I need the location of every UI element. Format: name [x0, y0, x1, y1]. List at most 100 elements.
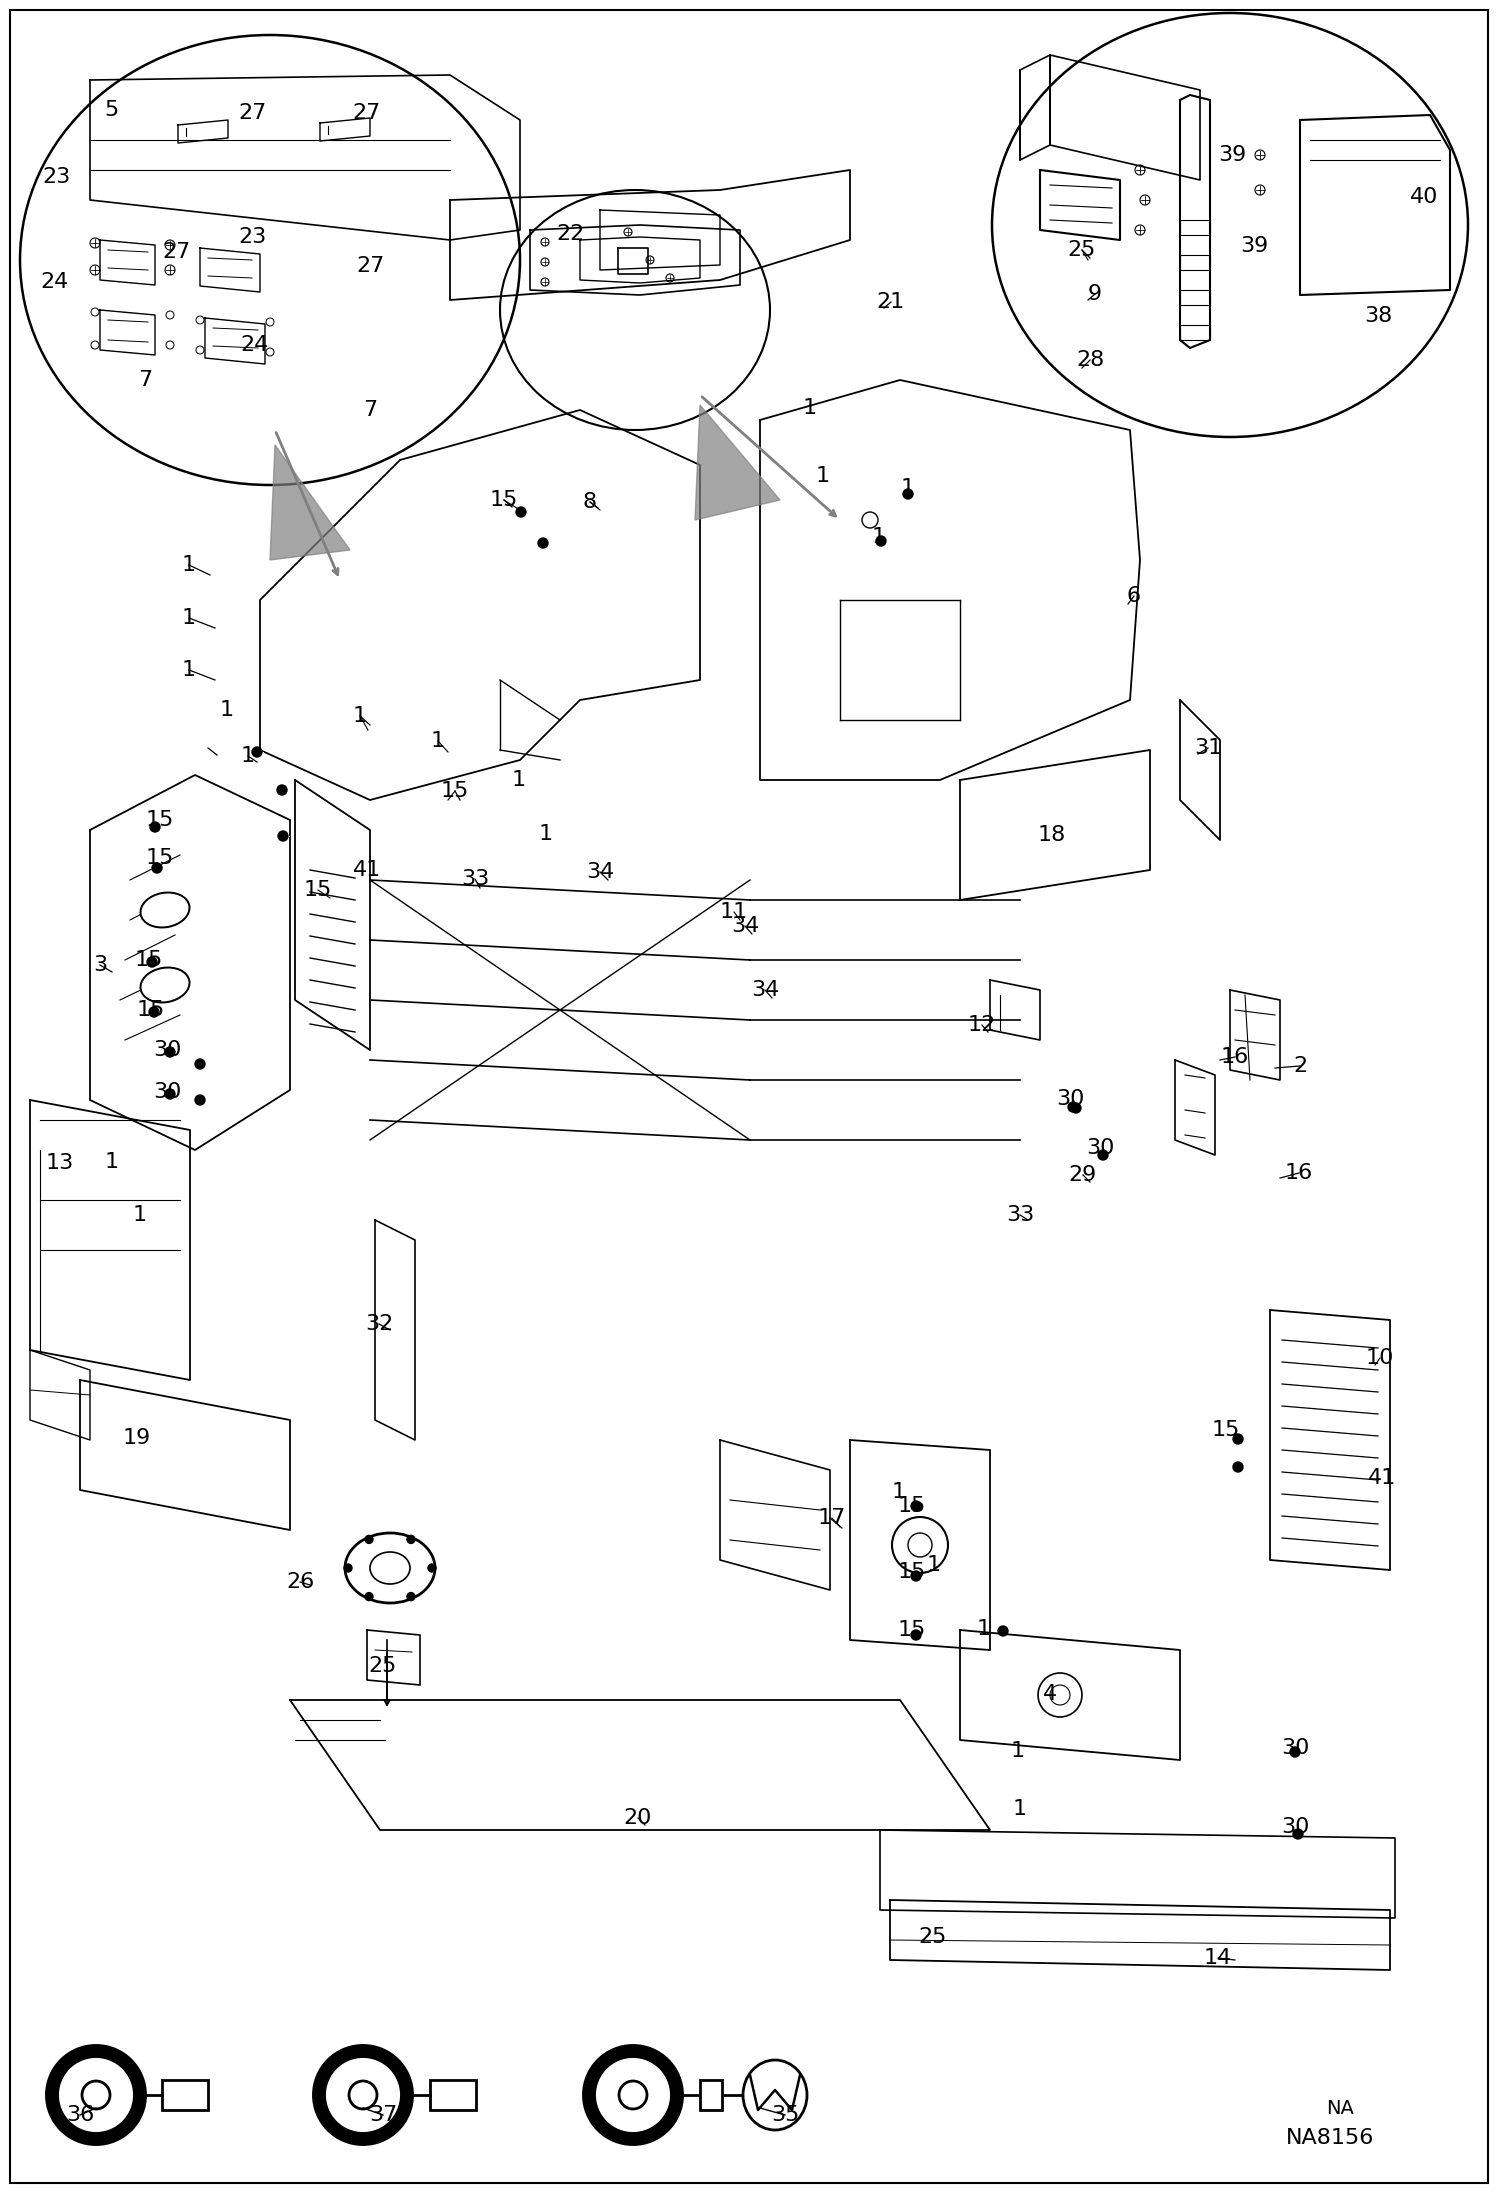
- Text: 26: 26: [286, 1572, 315, 1592]
- Circle shape: [911, 1570, 921, 1581]
- Text: 35: 35: [771, 2105, 800, 2125]
- Text: 1: 1: [431, 730, 445, 750]
- Text: 1: 1: [512, 770, 526, 789]
- Circle shape: [1293, 1829, 1303, 1840]
- Text: 28: 28: [1076, 351, 1104, 371]
- Bar: [162, 2079, 208, 2110]
- Text: 11: 11: [721, 901, 748, 921]
- Text: 39: 39: [1240, 237, 1269, 257]
- Circle shape: [148, 1007, 159, 1018]
- Text: 25: 25: [1068, 239, 1097, 261]
- Ellipse shape: [141, 893, 190, 928]
- Text: 39: 39: [1218, 145, 1246, 164]
- Circle shape: [1071, 1103, 1082, 1114]
- Text: 12: 12: [968, 1015, 996, 1035]
- Text: 30: 30: [1281, 1818, 1309, 1838]
- Circle shape: [515, 507, 526, 518]
- Text: 31: 31: [1194, 739, 1222, 759]
- Text: 1: 1: [181, 660, 196, 680]
- Text: 15: 15: [145, 849, 174, 868]
- Text: 8: 8: [583, 491, 598, 511]
- Text: 13: 13: [46, 1154, 73, 1173]
- Text: 15: 15: [1212, 1421, 1240, 1441]
- Text: 27: 27: [354, 103, 380, 123]
- Circle shape: [277, 785, 288, 796]
- Text: 30: 30: [1086, 1138, 1115, 1158]
- Text: 25: 25: [369, 1656, 397, 1675]
- Ellipse shape: [142, 969, 187, 1000]
- Text: 27: 27: [162, 241, 190, 261]
- Circle shape: [538, 537, 548, 548]
- Text: 5: 5: [103, 101, 118, 121]
- Text: 40: 40: [1410, 186, 1438, 206]
- Text: 36: 36: [66, 2105, 94, 2125]
- Text: 19: 19: [123, 1428, 151, 1447]
- Circle shape: [150, 822, 160, 831]
- Text: 1: 1: [900, 478, 915, 498]
- Text: 38: 38: [1363, 307, 1392, 327]
- Text: 21: 21: [876, 292, 905, 311]
- Text: 23: 23: [238, 228, 267, 248]
- Text: 30: 30: [1281, 1739, 1309, 1759]
- Text: NA: NA: [1326, 2099, 1354, 2118]
- Text: 34: 34: [750, 980, 779, 1000]
- Text: 1: 1: [181, 607, 196, 627]
- Bar: [430, 2079, 476, 2110]
- Text: 29: 29: [1070, 1164, 1097, 1184]
- Text: 34: 34: [731, 917, 759, 936]
- Text: 41: 41: [354, 860, 380, 879]
- Text: 24: 24: [40, 272, 69, 292]
- Circle shape: [279, 831, 288, 840]
- Polygon shape: [695, 406, 780, 520]
- Circle shape: [911, 1629, 921, 1640]
- Bar: [1180, 289, 1210, 305]
- Bar: [1180, 219, 1210, 235]
- Text: 9: 9: [1088, 285, 1103, 305]
- Text: 23: 23: [43, 167, 70, 186]
- Circle shape: [998, 1625, 1008, 1636]
- Bar: [700, 2079, 722, 2110]
- Text: 37: 37: [369, 2105, 397, 2125]
- Text: 1: 1: [927, 1555, 941, 1575]
- Bar: [1180, 325, 1210, 340]
- Circle shape: [428, 1564, 436, 1572]
- Circle shape: [903, 489, 912, 500]
- Text: 10: 10: [1366, 1349, 1395, 1368]
- Text: 33: 33: [1005, 1204, 1034, 1226]
- Circle shape: [345, 1564, 352, 1572]
- Text: 14: 14: [1204, 1947, 1233, 1967]
- Text: 27: 27: [238, 103, 267, 123]
- Text: 3: 3: [93, 954, 106, 976]
- Text: 1: 1: [133, 1204, 147, 1226]
- Text: 33: 33: [461, 868, 490, 888]
- Text: 6: 6: [1126, 586, 1141, 605]
- Text: 17: 17: [818, 1509, 846, 1529]
- Text: 24: 24: [240, 336, 268, 355]
- Text: 1: 1: [105, 1151, 118, 1171]
- Text: 1: 1: [872, 526, 885, 546]
- Circle shape: [911, 1500, 921, 1511]
- Text: 1: 1: [354, 706, 367, 726]
- Text: 1: 1: [1013, 1798, 1028, 1818]
- Text: 18: 18: [1038, 825, 1067, 844]
- Text: 15: 15: [304, 879, 333, 899]
- Text: 1: 1: [539, 825, 553, 844]
- Text: 1: 1: [977, 1618, 992, 1638]
- Text: 25: 25: [918, 1928, 947, 1947]
- Circle shape: [147, 956, 157, 967]
- Circle shape: [366, 1592, 373, 1601]
- Circle shape: [1098, 1149, 1109, 1160]
- Ellipse shape: [141, 967, 190, 1002]
- Text: 32: 32: [366, 1314, 392, 1333]
- Text: 1: 1: [816, 465, 830, 487]
- Text: 1: 1: [220, 700, 234, 719]
- Text: 22: 22: [557, 224, 586, 243]
- Circle shape: [1233, 1463, 1243, 1472]
- Text: 1: 1: [803, 397, 816, 419]
- Circle shape: [407, 1592, 415, 1601]
- Circle shape: [195, 1059, 205, 1068]
- Circle shape: [252, 748, 262, 757]
- Circle shape: [1290, 1748, 1300, 1757]
- Ellipse shape: [142, 895, 187, 925]
- Circle shape: [195, 1094, 205, 1105]
